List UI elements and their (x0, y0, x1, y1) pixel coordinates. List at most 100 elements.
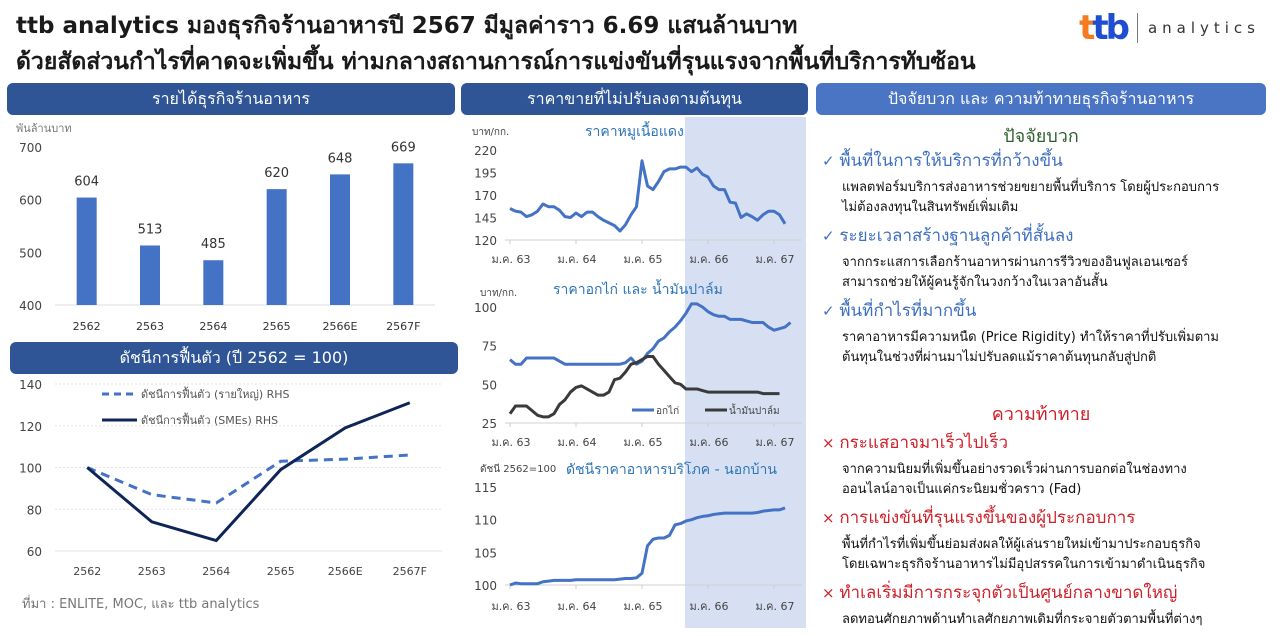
y-tick-label: 60 (27, 545, 42, 559)
challenges-title: ความท้าทาย (991, 404, 1091, 425)
x-tick-label: ม.ค. 66 (689, 253, 728, 266)
series-line-large (86, 453, 410, 505)
cross-icon: × (822, 434, 840, 452)
x-tick-label: ม.ค. 64 (557, 253, 596, 266)
x-tick-label: 2566E (323, 320, 358, 333)
check-icon: ✓ (822, 302, 840, 320)
y-tick-label: 145 (474, 212, 497, 226)
bar (203, 260, 224, 305)
x-tick-label: ม.ค. 65 (623, 600, 662, 613)
factor-body: แพลตฟอร์มบริการส่งอาหารช่วยขยายพื้นที่บร… (842, 180, 1220, 195)
factor-heading: ✓ ระยะเวลาสร้างฐานลูกค้าที่สั้นลง (822, 226, 1074, 246)
bar (266, 189, 287, 305)
x-tick-label: ม.ค. 63 (491, 600, 530, 613)
panel-header-recovery: ดัชนีการฟื้นตัว (ปี 2562 = 100) (10, 342, 458, 374)
x-tick-label: 2562 (73, 565, 101, 578)
y-tick-label: 105 (474, 546, 497, 560)
factor-body: พื้นที่กำไรที่เพิ่มขึ้นย่อมส่งผลให้ผู้เล… (842, 537, 1201, 552)
y-tick-label: 140 (19, 378, 42, 392)
y-axis-unit: ดัชนี 2562=100 (480, 463, 556, 475)
y-tick-label: 75 (482, 340, 497, 354)
positive-title: ปัจจัยบวก (1003, 126, 1079, 147)
x-tick-label: 2567F (393, 565, 427, 578)
x-tick-label: 2564 (202, 565, 230, 578)
y-tick-label: 120 (474, 234, 497, 248)
chart-title: ราคาอกไก่ และ น้ำมันปาล์ม (553, 279, 723, 298)
y-tick-label: 115 (474, 481, 497, 495)
panel-header-factors: ปัจจัยบวก และ ความท้าทายธุรกิจร้านอาหาร (816, 83, 1266, 115)
y-tick-label: 700 (19, 141, 42, 155)
factor-body: สามารถช่วยให้ผู้คนรู้จักในวงกว้างในเวลาอ… (842, 275, 1108, 290)
series-line (509, 159, 787, 233)
y-tick-label: 100 (474, 579, 497, 593)
legend-label: อกไก่ (656, 405, 679, 417)
cross-icon: × (822, 509, 840, 527)
x-tick-label: 2565 (267, 565, 295, 578)
factor-heading: × การแข่งขันที่รุนแรงขึ้นของผู้ประกอบการ (822, 508, 1136, 528)
y-tick-label: 400 (19, 299, 42, 313)
x-tick-label: ม.ค. 63 (491, 253, 530, 266)
y-axis-unit: บาท/กก. (472, 127, 509, 138)
data-label: 513 (138, 222, 163, 237)
factor-heading: ✓ พื้นที่ในการให้บริการที่กว้างขึ้น (822, 151, 1063, 171)
y-tick-label: 600 (19, 194, 42, 208)
y-tick-label: 220 (474, 144, 497, 158)
bar (76, 197, 97, 305)
factor-body: โดยเฉพาะธุรกิจร้านอาหารไม่มีอุปสรรคในการ… (842, 557, 1206, 572)
x-tick-label: ม.ค. 67 (755, 600, 794, 613)
x-tick-label: ม.ค. 65 (623, 436, 662, 449)
series-line-sme (86, 401, 411, 543)
legend-label: น้ำมันปาล์ม (729, 403, 780, 417)
factor-body: ต้นทุนในช่วงที่ผ่านมาไม่ปรับลดแม้ราคาต้น… (842, 350, 1157, 365)
forecast-shade (685, 117, 806, 628)
y-tick-label: 500 (19, 246, 42, 260)
y-tick-label: 170 (474, 189, 497, 203)
x-tick-label: 2563 (138, 565, 166, 578)
x-tick-label: ม.ค. 64 (557, 600, 596, 613)
legend-label: ดัชนีการฟื้นตัว (รายใหญ่) RHS (141, 386, 290, 401)
y-tick-label: 100 (474, 301, 497, 315)
series-line (509, 506, 786, 587)
y-tick-label: 120 (19, 420, 42, 434)
x-tick-label: 2566E (328, 565, 363, 578)
x-tick-label: ม.ค. 63 (491, 436, 530, 449)
y-axis-unit: พันล้านบาท (16, 122, 72, 135)
data-label: 620 (264, 166, 289, 181)
y-tick-label: 25 (482, 417, 497, 431)
x-tick-label: 2567F (386, 320, 420, 333)
panel-header-revenue: รายได้ธุรกิจร้านอาหาร (7, 83, 455, 115)
data-label: 604 (74, 175, 99, 190)
factor-body: จากกระแสการเลือกร้านอาหารผ่านการรีวิวของ… (842, 255, 1188, 270)
x-tick-label: ม.ค. 67 (755, 253, 794, 266)
x-tick-label: ม.ค. 67 (755, 436, 794, 449)
x-tick-label: 2564 (199, 320, 227, 333)
chart-title: ราคาหมูเนื้อแดง (585, 121, 684, 140)
series-line (508, 354, 780, 419)
factor-body: ไม่ต้องลงทุนในสินทรัพย์เพิ่มเติม (842, 200, 1019, 215)
data-label: 485 (201, 237, 226, 252)
x-tick-label: 2565 (263, 320, 291, 333)
y-tick-label: 80 (27, 503, 42, 517)
x-tick-label: ม.ค. 65 (623, 253, 662, 266)
y-tick-label: 50 (482, 378, 497, 392)
bar (330, 174, 350, 305)
x-tick-label: ม.ค. 64 (557, 436, 596, 449)
factor-heading: × กระแสอาจมาเร็วไปเร็ว (822, 433, 1009, 453)
factor-heading: ✓ พื้นที่กำไรที่มากขึ้น (822, 301, 977, 321)
chart-title: ดัชนีราคาอาหารบริโภค - นอกบ้าน (566, 461, 777, 478)
y-tick-label: 195 (474, 167, 497, 181)
bar (393, 163, 414, 305)
panel-header-prices: ราคาขายที่ไม่ปรับลงตามต้นทุน (461, 83, 808, 115)
factor-body: จากความนิยมที่เพิ่มขึ้นอย่างรวดเร็วผ่านก… (842, 462, 1187, 477)
factor-body: ลดทอนศักยภาพด้านทำเลศักยภาพเดิมที่กระจาย… (842, 612, 1203, 627)
logo-sub: analytics (1147, 19, 1260, 37)
check-icon: ✓ (822, 227, 840, 245)
y-axis-unit: บาท/กก. (480, 288, 517, 299)
check-icon: ✓ (822, 152, 840, 170)
logo-mark: ttb (1079, 8, 1130, 48)
bar (140, 245, 160, 305)
factors-panel: ปัจจัยบวก ความท้าทาย ✓ พื้นที่ในการให้บร… (816, 118, 1266, 636)
cross-icon: × (822, 584, 840, 602)
title-line-2: ด้วยสัดส่วนกำไรที่คาดจะเพิ่มขึ้น ท่ามกลา… (16, 49, 976, 75)
